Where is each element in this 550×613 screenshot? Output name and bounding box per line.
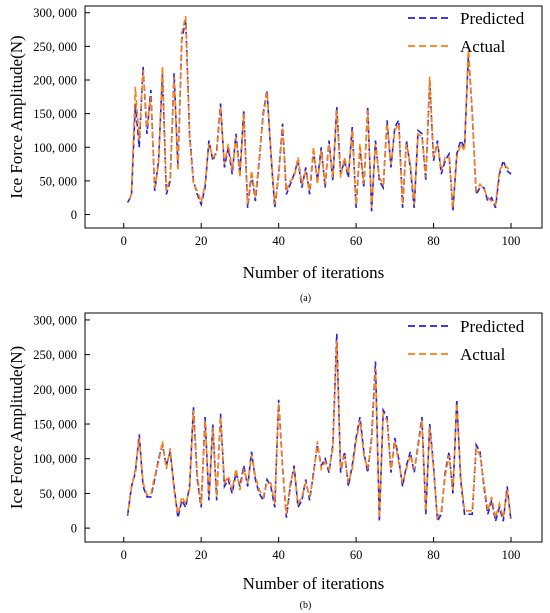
y-tick-label: 300, 000 bbox=[33, 313, 77, 327]
series-line-actual bbox=[126, 15, 512, 208]
chart-a-svg: 0 20 40 60 80 100 0 50, 000 100, 000 150, 000 200,… bbox=[7, 5, 543, 304]
panel-caption: (b) bbox=[300, 600, 312, 611]
x-tick-label: 40 bbox=[272, 234, 285, 248]
series-line-predicted bbox=[126, 333, 512, 524]
legend-label-actual: Actual bbox=[460, 37, 506, 56]
series-line-predicted bbox=[126, 19, 512, 212]
x-tick-label: 20 bbox=[195, 548, 208, 562]
y-tick-label: 50, 000 bbox=[40, 174, 78, 188]
y-axis-title: Ice Force Amplitude(N) bbox=[7, 346, 26, 509]
plot-frame-a bbox=[84, 5, 543, 229]
y-tick-label: 250, 000 bbox=[33, 40, 77, 54]
x-tick-label: 60 bbox=[350, 234, 363, 248]
y-tick-label: 200, 000 bbox=[33, 383, 77, 397]
chart-panel-a: 0 20 40 60 80 100 0 50, 000 100, 000 150, 000 200,… bbox=[0, 0, 550, 305]
y-tick-label: 100, 000 bbox=[33, 141, 77, 155]
y-tick-label: 150, 000 bbox=[33, 107, 77, 121]
x-tick-label: 0 bbox=[121, 234, 127, 248]
x-axis-title: Number of iterations bbox=[243, 574, 385, 593]
series-group-a bbox=[126, 15, 512, 212]
series-group-b bbox=[126, 333, 512, 524]
x-tick-label: 100 bbox=[502, 548, 521, 562]
series-line-actual bbox=[126, 340, 512, 521]
legend-label-predicted: Predicted bbox=[460, 9, 525, 28]
y-tick-label: 200, 000 bbox=[33, 74, 77, 88]
plot-frame-b bbox=[84, 312, 543, 543]
y-tick-label: 300, 000 bbox=[33, 6, 77, 20]
y-axis-title: Ice Force Amplitude(N) bbox=[7, 35, 26, 198]
x-tick-label: 60 bbox=[350, 548, 363, 562]
y-tick-label: 0 bbox=[71, 522, 77, 536]
panel-caption: (a) bbox=[300, 293, 311, 304]
y-tick-label: 0 bbox=[71, 208, 77, 222]
x-axis-title: Number of iterations bbox=[243, 263, 385, 282]
legend-label-predicted: Predicted bbox=[460, 317, 525, 336]
y-tick-label: 250, 000 bbox=[33, 348, 77, 362]
x-tick-label: 0 bbox=[121, 548, 127, 562]
x-tick-label: 80 bbox=[427, 234, 440, 248]
chart-b-svg: 0 20 40 60 80 100 0 50, 000 100, 000 150, 000 200,… bbox=[7, 312, 543, 611]
x-tick-label: 20 bbox=[195, 234, 208, 248]
x-tick-label: 80 bbox=[427, 548, 440, 562]
x-tick-label: 40 bbox=[272, 548, 285, 562]
chart-panel-b: 0 20 40 60 80 100 0 50, 000 100, 000 150, 000 200,… bbox=[0, 306, 550, 613]
legend-label-actual: Actual bbox=[460, 345, 506, 364]
y-tick-label: 100, 000 bbox=[33, 452, 77, 466]
y-tick-label: 150, 000 bbox=[33, 418, 77, 432]
y-tick-label: 50, 000 bbox=[40, 487, 78, 501]
x-tick-label: 100 bbox=[502, 234, 521, 248]
